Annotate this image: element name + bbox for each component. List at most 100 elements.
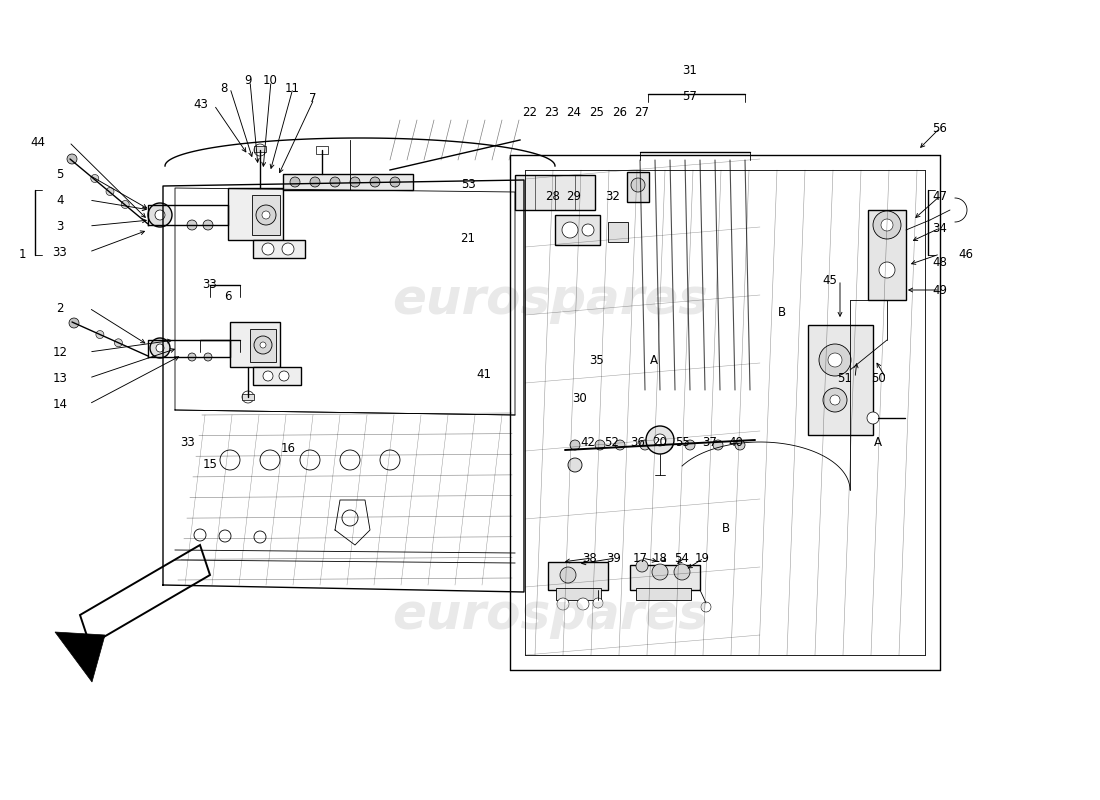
Text: 4: 4 — [56, 194, 64, 206]
Polygon shape — [55, 632, 104, 682]
Text: 57: 57 — [683, 90, 697, 102]
Circle shape — [121, 201, 129, 209]
Circle shape — [570, 440, 580, 450]
Text: 35: 35 — [590, 354, 604, 366]
Text: 47: 47 — [933, 190, 947, 202]
Text: 31: 31 — [683, 63, 697, 77]
Text: 55: 55 — [674, 435, 690, 449]
Polygon shape — [80, 545, 210, 645]
Text: eurospares: eurospares — [392, 591, 708, 639]
Text: 46: 46 — [958, 247, 974, 261]
Text: 53: 53 — [461, 178, 475, 191]
Circle shape — [568, 458, 582, 472]
Text: 12: 12 — [53, 346, 67, 358]
Text: 50: 50 — [870, 371, 886, 385]
Circle shape — [262, 243, 274, 255]
Circle shape — [674, 564, 690, 580]
Circle shape — [114, 338, 122, 347]
Circle shape — [242, 391, 254, 403]
Circle shape — [595, 440, 605, 450]
Circle shape — [646, 426, 674, 454]
Text: 3: 3 — [56, 219, 64, 233]
Text: 19: 19 — [694, 551, 710, 565]
Text: 1: 1 — [19, 249, 25, 262]
Circle shape — [881, 219, 893, 231]
Text: 34: 34 — [933, 222, 947, 234]
Circle shape — [830, 395, 840, 405]
Bar — [316, 146, 328, 154]
Text: 20: 20 — [652, 435, 668, 449]
Circle shape — [654, 434, 666, 446]
Circle shape — [155, 210, 165, 220]
Text: 15: 15 — [202, 458, 218, 470]
Circle shape — [69, 318, 79, 328]
Circle shape — [350, 177, 360, 187]
Circle shape — [204, 220, 213, 230]
Circle shape — [148, 203, 172, 227]
Bar — [242, 394, 254, 400]
Text: 33: 33 — [180, 437, 196, 450]
Text: 39: 39 — [606, 551, 621, 565]
Text: 21: 21 — [461, 231, 475, 245]
Circle shape — [582, 224, 594, 236]
Circle shape — [370, 177, 379, 187]
Circle shape — [820, 344, 851, 376]
Circle shape — [290, 177, 300, 187]
Circle shape — [188, 353, 196, 361]
Bar — [250, 329, 276, 362]
Text: 45: 45 — [823, 274, 837, 286]
Bar — [608, 222, 628, 242]
Text: 38: 38 — [583, 551, 597, 565]
Circle shape — [873, 211, 901, 239]
Circle shape — [310, 177, 320, 187]
Text: 54: 54 — [674, 551, 690, 565]
Bar — [515, 175, 595, 210]
Circle shape — [156, 344, 164, 352]
Text: 41: 41 — [476, 367, 492, 381]
Text: 30: 30 — [573, 391, 587, 405]
Circle shape — [263, 371, 273, 381]
Circle shape — [562, 222, 578, 238]
Text: 48: 48 — [933, 255, 947, 269]
Text: 9: 9 — [244, 74, 252, 87]
Text: 26: 26 — [613, 106, 627, 119]
Circle shape — [262, 211, 270, 219]
Circle shape — [256, 205, 276, 225]
Bar — [253, 240, 305, 258]
Text: 13: 13 — [53, 371, 67, 385]
Circle shape — [106, 187, 114, 195]
Text: 49: 49 — [933, 283, 947, 297]
Circle shape — [631, 178, 645, 192]
Text: 24: 24 — [566, 106, 582, 119]
Circle shape — [879, 262, 895, 278]
Text: 11: 11 — [285, 82, 299, 94]
Circle shape — [96, 330, 103, 338]
Text: 56: 56 — [933, 122, 947, 134]
Circle shape — [615, 440, 625, 450]
Text: 14: 14 — [53, 398, 67, 410]
Text: 27: 27 — [635, 106, 649, 119]
Text: 43: 43 — [194, 98, 208, 111]
Text: B: B — [778, 306, 786, 318]
Text: 5: 5 — [56, 169, 64, 182]
Circle shape — [640, 440, 650, 450]
Text: 32: 32 — [606, 190, 620, 202]
Circle shape — [150, 338, 170, 358]
Circle shape — [636, 560, 648, 572]
Circle shape — [187, 220, 197, 230]
Text: 29: 29 — [566, 190, 582, 202]
Circle shape — [560, 567, 576, 583]
Bar — [228, 188, 283, 240]
Bar — [630, 565, 700, 590]
Circle shape — [390, 177, 400, 187]
Bar — [556, 215, 600, 245]
Circle shape — [663, 440, 673, 450]
Text: B: B — [722, 522, 730, 534]
Circle shape — [557, 598, 569, 610]
Circle shape — [282, 243, 294, 255]
Bar — [556, 588, 601, 600]
Text: A: A — [650, 354, 658, 366]
Text: 28: 28 — [546, 190, 560, 202]
Circle shape — [652, 564, 668, 580]
Circle shape — [735, 440, 745, 450]
